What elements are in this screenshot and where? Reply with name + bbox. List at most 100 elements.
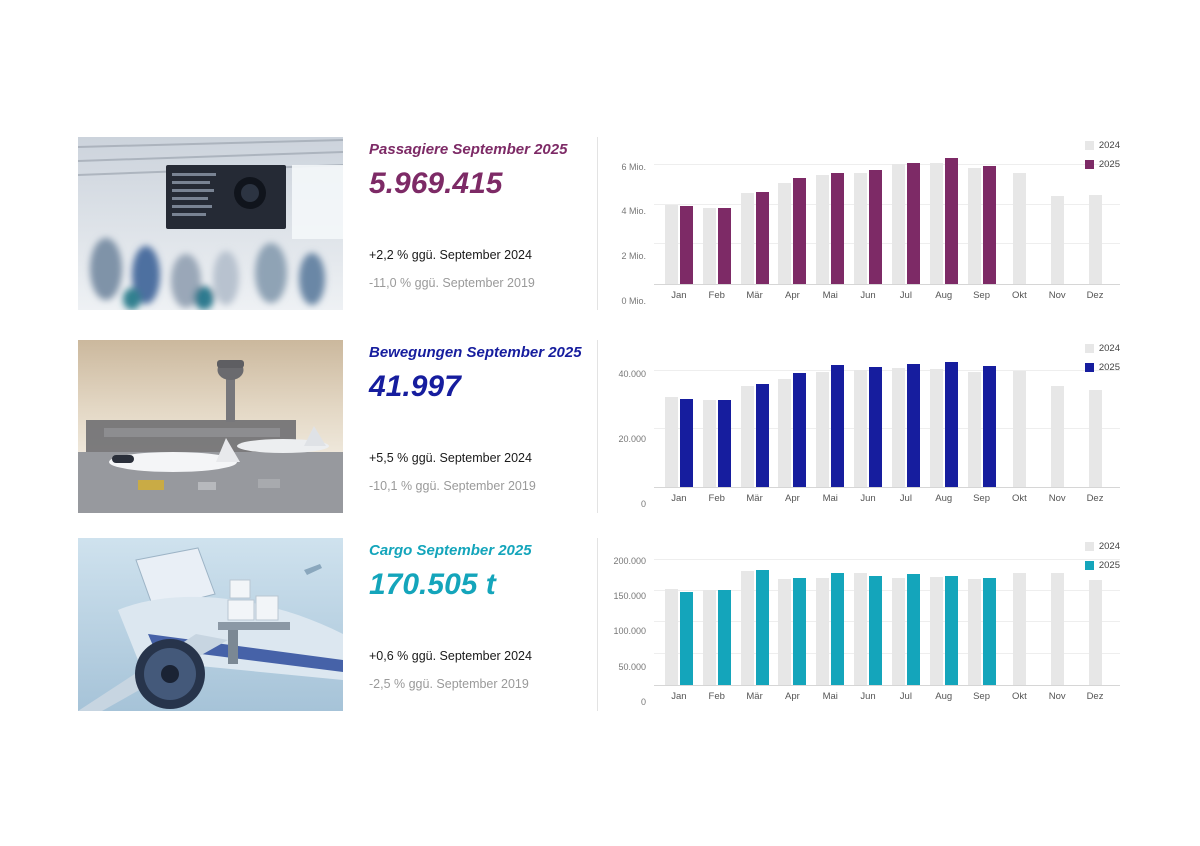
bar-2025-sep [982, 165, 996, 284]
bar-2024-jun [854, 370, 868, 487]
terminal-photo-illustration [78, 137, 343, 310]
bar-2025-jul [906, 363, 920, 487]
legend-label-2024: 2024 [1098, 140, 1120, 151]
x-axis-month-label: Sep [973, 493, 990, 504]
bar-group-mai [811, 151, 849, 284]
passengers-change-vs-2024: +2,2 % ggü. September 2024 [369, 248, 532, 262]
x-axis-month-label: Dez [1086, 290, 1104, 301]
bar-2024-jan [664, 204, 678, 284]
bar-2025-apr [793, 178, 807, 284]
passengers-kpi-block: Passagiere September 2025 5.969.415 +2,2… [343, 137, 597, 310]
legend-swatch-2025 [1084, 160, 1094, 169]
cargo-change-vs-2024: +0,6 % ggü. September 2024 [369, 649, 532, 663]
bar-group-aug [925, 151, 963, 284]
bar-2024-dez [1088, 579, 1102, 685]
gridline [654, 203, 1120, 205]
cargo-x-axis: Jan Feb Mär Apr Mai Jun Jul Aug Sep Okt Nov Dez [654, 691, 1120, 702]
x-axis-month-label: Okt [1011, 493, 1027, 504]
x-axis-month-label: Jul [899, 691, 912, 702]
bar-2024-dez [1088, 194, 1102, 284]
y-axis-tick-label: 6 Mio. [621, 161, 646, 172]
x-axis-month-label: Jun [860, 290, 876, 301]
legend-item-2025: 2025 [1084, 362, 1120, 373]
aircraft-apron-tower-photo [78, 340, 343, 513]
x-axis-month-label: Jan [671, 691, 687, 702]
bar-group-jan [660, 552, 698, 685]
bar-group-sep [963, 151, 1001, 284]
cargo-change-vs-2019: -2,5 % ggü. September 2019 [369, 677, 529, 691]
bar-2024-jan [664, 589, 678, 685]
bar-2024-aug [929, 577, 943, 685]
passengers-section: Passagiere September 2025 5.969.415 +2,2… [78, 137, 1120, 310]
y-axis-tick-label: 50.000 [618, 661, 646, 672]
bar-2025-sep [982, 365, 996, 487]
x-axis-month-label: Jan [671, 290, 687, 301]
legend-swatch-2025 [1084, 363, 1094, 372]
bar-2024-mär [740, 193, 754, 284]
movements-y-axis: 0 20.000 40.000 [602, 354, 654, 509]
gridline [654, 652, 1120, 654]
bar-group-nov [1038, 354, 1076, 487]
legend-label-2025: 2025 [1098, 362, 1120, 373]
cargo-freighter-loading-photo [78, 538, 343, 711]
x-axis-month-label: Okt [1011, 691, 1027, 702]
bar-2024-mai [816, 371, 830, 487]
x-axis-month-label: Mär [746, 493, 763, 504]
passengers-y-axis: 0 Mio. 2 Mio. 4 Mio. 6 Mio. [602, 151, 654, 306]
bar-group-jun [849, 552, 887, 685]
movements-chart-legend: 2024 2025 [1084, 343, 1120, 373]
legend-item-2024: 2024 [1084, 541, 1120, 552]
x-axis-month-label: Aug [935, 290, 953, 301]
movements-change-vs-2024: +5,5 % ggü. September 2024 [369, 451, 532, 465]
x-axis-month-label: Feb [708, 493, 725, 504]
y-axis-tick-label: 150.000 [613, 590, 646, 601]
cargo-bar-chart: 2024 2025 0 50.000 100.000 150.000 200.000 Ja… [597, 538, 1120, 711]
bar-group-jul [887, 151, 925, 284]
x-axis-month-label: Apr [785, 691, 800, 702]
bar-group-apr [773, 151, 811, 284]
bar-2025-jan [679, 398, 693, 487]
bar-2024-okt [1012, 572, 1026, 685]
x-axis-month-label: Dez [1086, 493, 1104, 504]
x-axis-month-label: Apr [785, 493, 800, 504]
movements-kpi-block: Bewegungen September 2025 41.997 +5,5 % … [343, 340, 597, 513]
x-axis-month-label: Nov [1048, 691, 1066, 702]
movements-bar-chart: 2024 2025 0 20.000 40.000 Jan Feb Mär Apr Mai Ju… [597, 340, 1120, 513]
cargo-value: 170.505 t [369, 568, 496, 601]
cargo-y-axis: 0 50.000 100.000 150.000 200.000 [602, 552, 654, 708]
bar-2025-feb [717, 399, 731, 487]
bar-group-mai [811, 552, 849, 685]
passengers-x-axis: Jan Feb Mär Apr Mai Jun Jul Aug Sep Okt Nov Dez [654, 290, 1120, 301]
x-axis-month-label: Aug [935, 493, 953, 504]
bar-group-sep [963, 354, 1001, 487]
bar-2025-jan [679, 205, 693, 284]
y-axis-tick-label: 0 [640, 499, 646, 509]
bar-group-mär [736, 354, 774, 487]
bar-group-apr [773, 552, 811, 685]
x-axis-month-label: Sep [973, 290, 990, 301]
bar-2024-mai [816, 174, 830, 284]
bar-group-jul [887, 552, 925, 685]
bar-2025-apr [793, 373, 807, 487]
passengers-plot-area [654, 151, 1120, 285]
bar-2025-mär [755, 569, 769, 685]
bar-2025-feb [717, 589, 731, 685]
bar-2024-aug [929, 368, 943, 487]
y-axis-tick-label: 100.000 [613, 626, 646, 637]
bar-group-aug [925, 354, 963, 487]
bar-2025-mär [755, 384, 769, 487]
bar-2025-mai [831, 572, 845, 685]
bar-2025-sep [982, 578, 996, 685]
bar-group-jun [849, 354, 887, 487]
bar-2025-mai [831, 173, 845, 284]
bar-2025-jul [906, 162, 920, 284]
bar-2024-sep [967, 371, 981, 487]
gridline [654, 428, 1120, 430]
legend-swatch-2024 [1084, 344, 1094, 353]
bar-group-jun [849, 151, 887, 284]
bar-2025-jun [869, 366, 883, 487]
bar-group-jul [887, 354, 925, 487]
bar-2024-jul [891, 368, 905, 487]
bar-group-okt [1000, 552, 1038, 685]
x-axis-month-label: Jul [899, 290, 912, 301]
